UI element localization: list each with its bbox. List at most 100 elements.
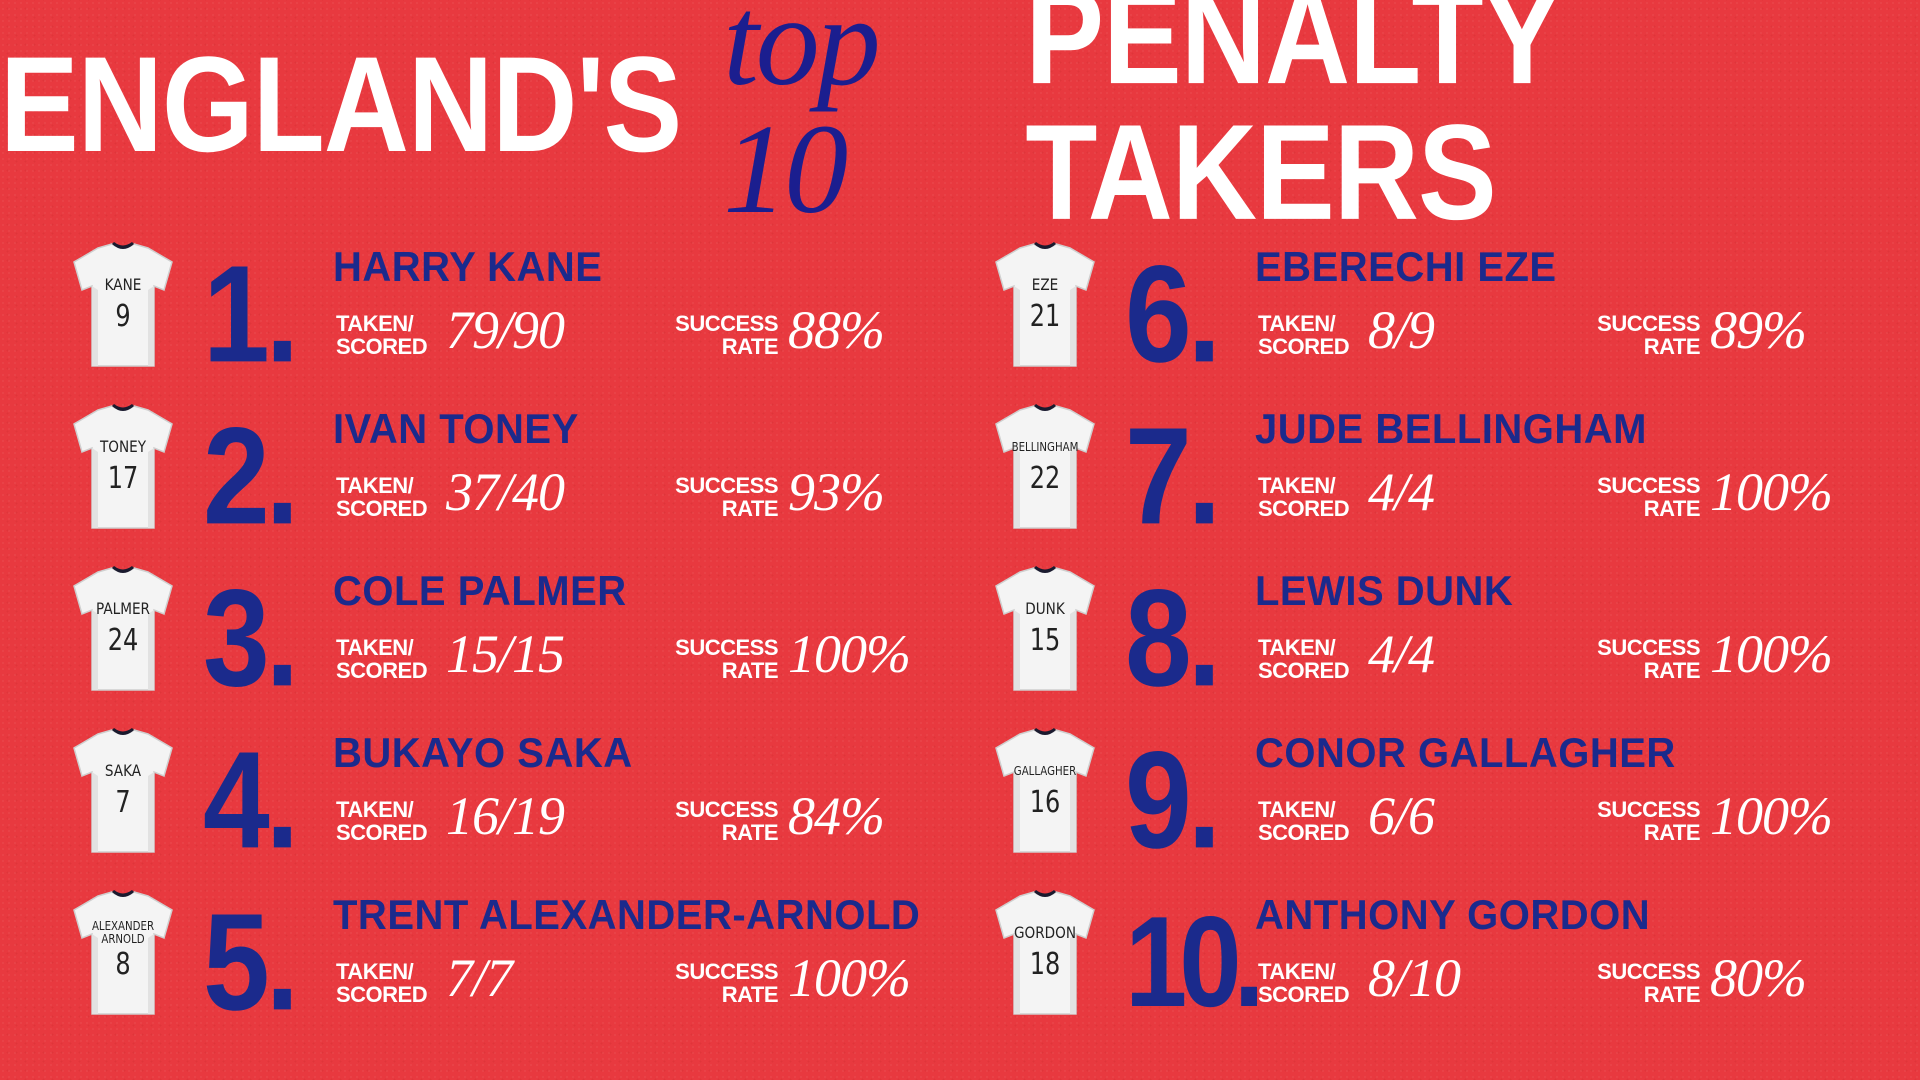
shirt-icon: GORDON 18 <box>990 888 1100 1018</box>
player-name: COLE PALMER <box>333 568 627 615</box>
shirt-number: 9 <box>115 299 131 334</box>
shirt-number: 24 <box>107 623 139 658</box>
success-rate-value: 100% <box>788 624 911 684</box>
shirt-text: GORDON 18 <box>990 914 1100 980</box>
rate-label-line1: SUCCESS <box>1597 635 1700 660</box>
shirt-name: PALMER <box>95 598 150 618</box>
success-rate-label: SUCCESS RATE <box>1590 312 1700 358</box>
taken-scored-label: TAKEN/ SCORED <box>1258 635 1350 682</box>
shirt-icon: SAKA 7 <box>68 726 178 856</box>
rate-label-line2: RATE <box>721 496 779 521</box>
shirt-icon: PALMER 24 <box>68 564 178 694</box>
player-name: LEWIS DUNK <box>1255 568 1514 615</box>
success-rate-value: 89% <box>1710 300 1807 360</box>
taken-scored-label: TAKEN/ SCORED <box>336 636 428 682</box>
taken-scored-label: TAKEN/ SCORED <box>1258 959 1350 1007</box>
rate-label-line1: SUCCESS <box>675 473 778 498</box>
taken-label-line2: SCORED <box>336 496 428 521</box>
shirt-name: TONEY <box>99 436 147 456</box>
success-rate-value: 88% <box>788 300 885 360</box>
success-rate-value: 100% <box>1710 624 1833 684</box>
success-rate-value: 80% <box>1710 948 1807 1008</box>
player-row: EZE 21 6. EBERECHI EZE TAKEN/ SCORED 8/9… <box>990 237 1890 402</box>
taken-scored-value: 16/19 <box>446 786 565 846</box>
player-rank: 7. <box>1125 399 1221 554</box>
shirt-text: KANE 9 <box>68 266 178 332</box>
shirt-name: SAKA <box>104 760 142 780</box>
shirt-name: ALEXANDER ARNOLD <box>91 919 155 946</box>
player-rank: 1. <box>203 237 299 392</box>
success-rate-label: SUCCESS RATE <box>1590 798 1700 844</box>
taken-label-line1: TAKEN/ <box>336 959 414 984</box>
player-row: SAKA 7 4. BUKAYO SAKA TAKEN/ SCORED 16/1… <box>68 723 968 888</box>
success-rate-value: 100% <box>788 948 911 1008</box>
taken-label-line1: TAKEN/ <box>1258 635 1336 660</box>
success-rate-label: SUCCESS RATE <box>1590 636 1700 682</box>
player-row: GALLAGHER 16 9. CONOR GALLAGHER TAKEN/ S… <box>990 723 1890 888</box>
shirt-icon: GALLAGHER 16 <box>990 726 1100 856</box>
rate-label-line1: SUCCESS <box>1597 473 1700 498</box>
taken-scored-label: TAKEN/ SCORED <box>336 311 428 358</box>
rate-label-line2: RATE <box>1643 820 1701 845</box>
shirt-text: EZE 21 <box>990 266 1100 332</box>
taken-scored-value: 6/6 <box>1368 786 1435 846</box>
taken-label-line2: SCORED <box>1258 496 1350 521</box>
player-rank: 8. <box>1125 561 1221 716</box>
shirt-text: BELLINGHAM 22 <box>990 428 1100 494</box>
left-column: KANE 9 1. HARRY KANE TAKEN/ SCORED 79/90… <box>68 237 968 1050</box>
shirt-number: 18 <box>1029 947 1061 982</box>
taken-scored-label: TAKEN/ SCORED <box>336 797 428 845</box>
player-name: CONOR GALLAGHER <box>1255 730 1676 777</box>
taken-label-line1: TAKEN/ <box>1258 959 1336 984</box>
shirt-graphic <box>73 566 173 691</box>
taken-label-line2: SCORED <box>1258 334 1350 359</box>
rate-label-line2: RATE <box>1643 496 1701 521</box>
player-name: BUKAYO SAKA <box>333 730 633 777</box>
right-column: EZE 21 6. EBERECHI EZE TAKEN/ SCORED 8/9… <box>990 237 1890 1050</box>
taken-scored-value: 4/4 <box>1368 624 1435 684</box>
shirt-number: 22 <box>1029 461 1061 496</box>
shirt-name: BELLINGHAM <box>1011 439 1079 454</box>
player-row: ALEXANDER ARNOLD 8 5. TRENT ALEXANDER-AR… <box>68 885 968 1050</box>
taken-label-line2: SCORED <box>1258 982 1350 1007</box>
rate-label-line1: SUCCESS <box>1597 311 1700 336</box>
success-rate-value: 84% <box>788 786 885 846</box>
taken-label-line2: SCORED <box>336 820 428 845</box>
shirt-number: 17 <box>107 461 139 496</box>
shirt-icon: EZE 21 <box>990 240 1100 370</box>
player-row: DUNK 15 8. LEWIS DUNK TAKEN/ SCORED 4/4 … <box>990 561 1890 726</box>
player-name: HARRY KANE <box>333 244 603 291</box>
success-rate-label: SUCCESS RATE <box>668 312 778 358</box>
taken-label-line1: TAKEN/ <box>336 797 414 822</box>
page-title: ENGLAND'S top 10 PENALTY TAKERS <box>0 0 1920 241</box>
taken-scored-label: TAKEN/ SCORED <box>1258 474 1350 521</box>
taken-scored-value: 15/15 <box>446 624 565 684</box>
player-rank: 5. <box>203 885 299 1040</box>
shirt-graphic <box>73 728 173 853</box>
rate-label-line2: RATE <box>721 820 779 845</box>
taken-label-line1: TAKEN/ <box>1258 311 1336 336</box>
player-name: TRENT ALEXANDER-ARNOLD <box>333 892 921 939</box>
taken-scored-label: TAKEN/ SCORED <box>1258 798 1350 845</box>
taken-scored-value: 4/4 <box>1368 462 1435 522</box>
taken-label-line1: TAKEN/ <box>336 311 414 336</box>
player-rank: 6. <box>1125 237 1221 392</box>
rate-label-line1: SUCCESS <box>1597 797 1700 822</box>
shirt-name: DUNK <box>1025 598 1065 618</box>
rate-label-line1: SUCCESS <box>675 959 778 984</box>
shirt-text: DUNK 15 <box>990 590 1100 656</box>
shirt-graphic <box>73 404 173 529</box>
shirt-icon: KANE 9 <box>68 240 178 370</box>
shirt-graphic <box>995 566 1095 691</box>
shirt-name: KANE <box>104 274 142 294</box>
taken-scored-value: 8/10 <box>1368 948 1461 1008</box>
rate-label-line1: SUCCESS <box>1597 959 1700 984</box>
player-rank: 2. <box>203 399 299 554</box>
taken-label-line2: SCORED <box>1258 820 1350 845</box>
shirt-text: ALEXANDER ARNOLD 8 <box>68 914 178 980</box>
player-row: BELLINGHAM 22 7. JUDE BELLINGHAM TAKEN/ … <box>990 399 1890 564</box>
shirt-name: GALLAGHER <box>1013 763 1077 778</box>
shirt-number: 21 <box>1029 299 1061 334</box>
shirt-graphic <box>995 728 1095 853</box>
shirt-graphic <box>73 890 173 1015</box>
